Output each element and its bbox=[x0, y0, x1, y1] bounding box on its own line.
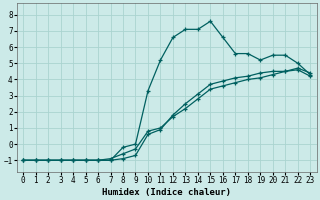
X-axis label: Humidex (Indice chaleur): Humidex (Indice chaleur) bbox=[102, 188, 231, 197]
